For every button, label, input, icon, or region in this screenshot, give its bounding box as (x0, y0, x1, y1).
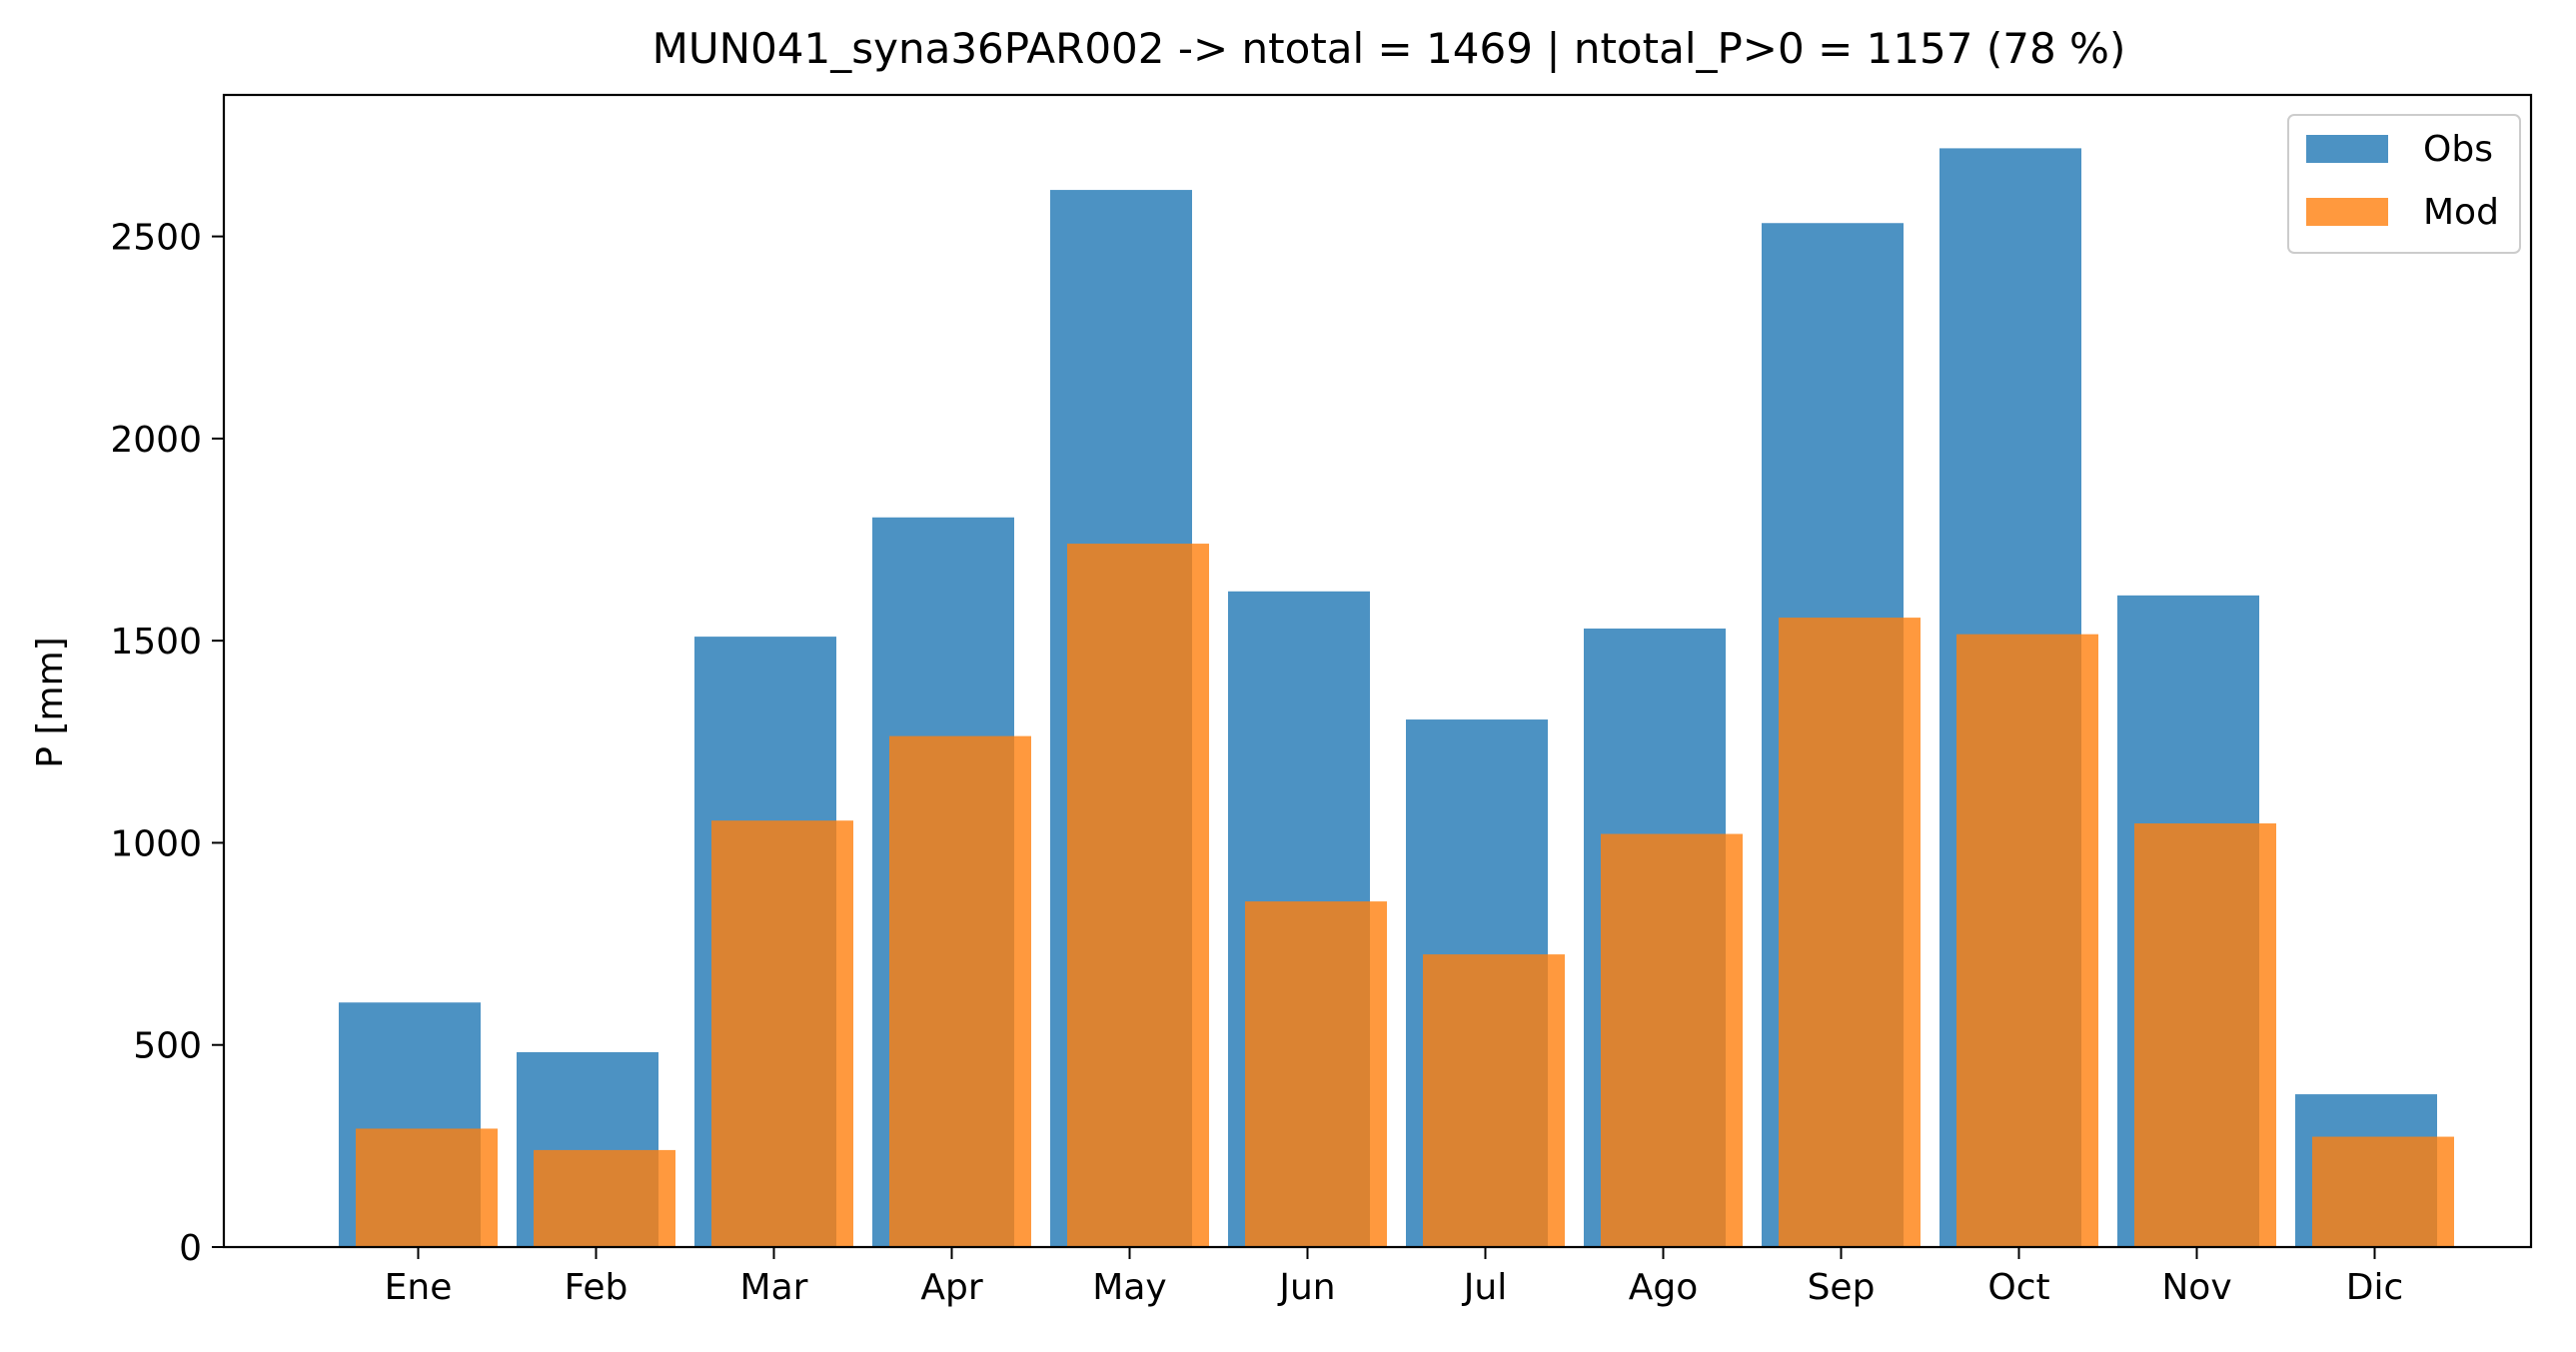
y-tick-label-1500: 1500 (110, 622, 202, 663)
y-tick-label-2000: 2000 (110, 420, 202, 461)
x-tick-label-ene: Ene (385, 1267, 453, 1308)
series-mod (356, 544, 2454, 1247)
x-tick-label-apr: Apr (920, 1267, 982, 1308)
x-tick-label-mar: Mar (740, 1267, 808, 1308)
bar-mod-may (1067, 544, 1209, 1247)
legend-label-mod: Mod (2423, 192, 2499, 233)
x-tick-label-jun: Jun (1277, 1267, 1335, 1308)
bar-mod-ago (1601, 833, 1743, 1247)
x-tick-label-may: May (1092, 1267, 1166, 1308)
bar-mod-mar (711, 820, 853, 1247)
bars-layer (339, 148, 2454, 1248)
x-tick-label-jul: Jul (1462, 1267, 1507, 1308)
x-tick-label-dic: Dic (2346, 1267, 2404, 1308)
x-tick-label-feb: Feb (565, 1267, 629, 1308)
legend: Obs Mod (2287, 114, 2521, 254)
bar-mod-dic (2312, 1136, 2454, 1247)
y-axis-label: P [mm] (30, 637, 71, 767)
y-tick-label-2500: 2500 (110, 218, 202, 259)
x-tick-label-sep: Sep (1808, 1267, 1876, 1308)
legend-swatch-obs (2306, 135, 2388, 163)
bar-mod-jul (1423, 954, 1565, 1247)
bar-mod-ene (356, 1128, 498, 1247)
x-tick-label-oct: Oct (1987, 1267, 2049, 1308)
bar-mod-sep (1779, 618, 1921, 1247)
bar-mod-feb (534, 1149, 675, 1247)
y-tick-label-0: 0 (179, 1228, 202, 1269)
bar-mod-jun (1245, 901, 1387, 1247)
legend-label-obs: Obs (2423, 129, 2493, 170)
x-tick-label-nov: Nov (2161, 1267, 2231, 1308)
chart-title: MUN041_syna36PAR002 -> ntotal = 1469 | n… (652, 24, 2126, 73)
x-tick-label-ago: Ago (1629, 1267, 1699, 1308)
bar-mod-oct (1956, 634, 2098, 1247)
axes-layer: 0 500 1000 1500 2000 2500 Ene Feb Mar Apr May Jun Ju… (110, 93, 2533, 1308)
plot-frame (222, 93, 2533, 1249)
legend-swatch-mod (2306, 198, 2388, 226)
bar-mod-nov (2134, 823, 2276, 1247)
y-tick-label-1000: 1000 (110, 823, 202, 864)
bar-mod-apr (889, 735, 1031, 1247)
y-tick-label-500: 500 (133, 1026, 202, 1067)
